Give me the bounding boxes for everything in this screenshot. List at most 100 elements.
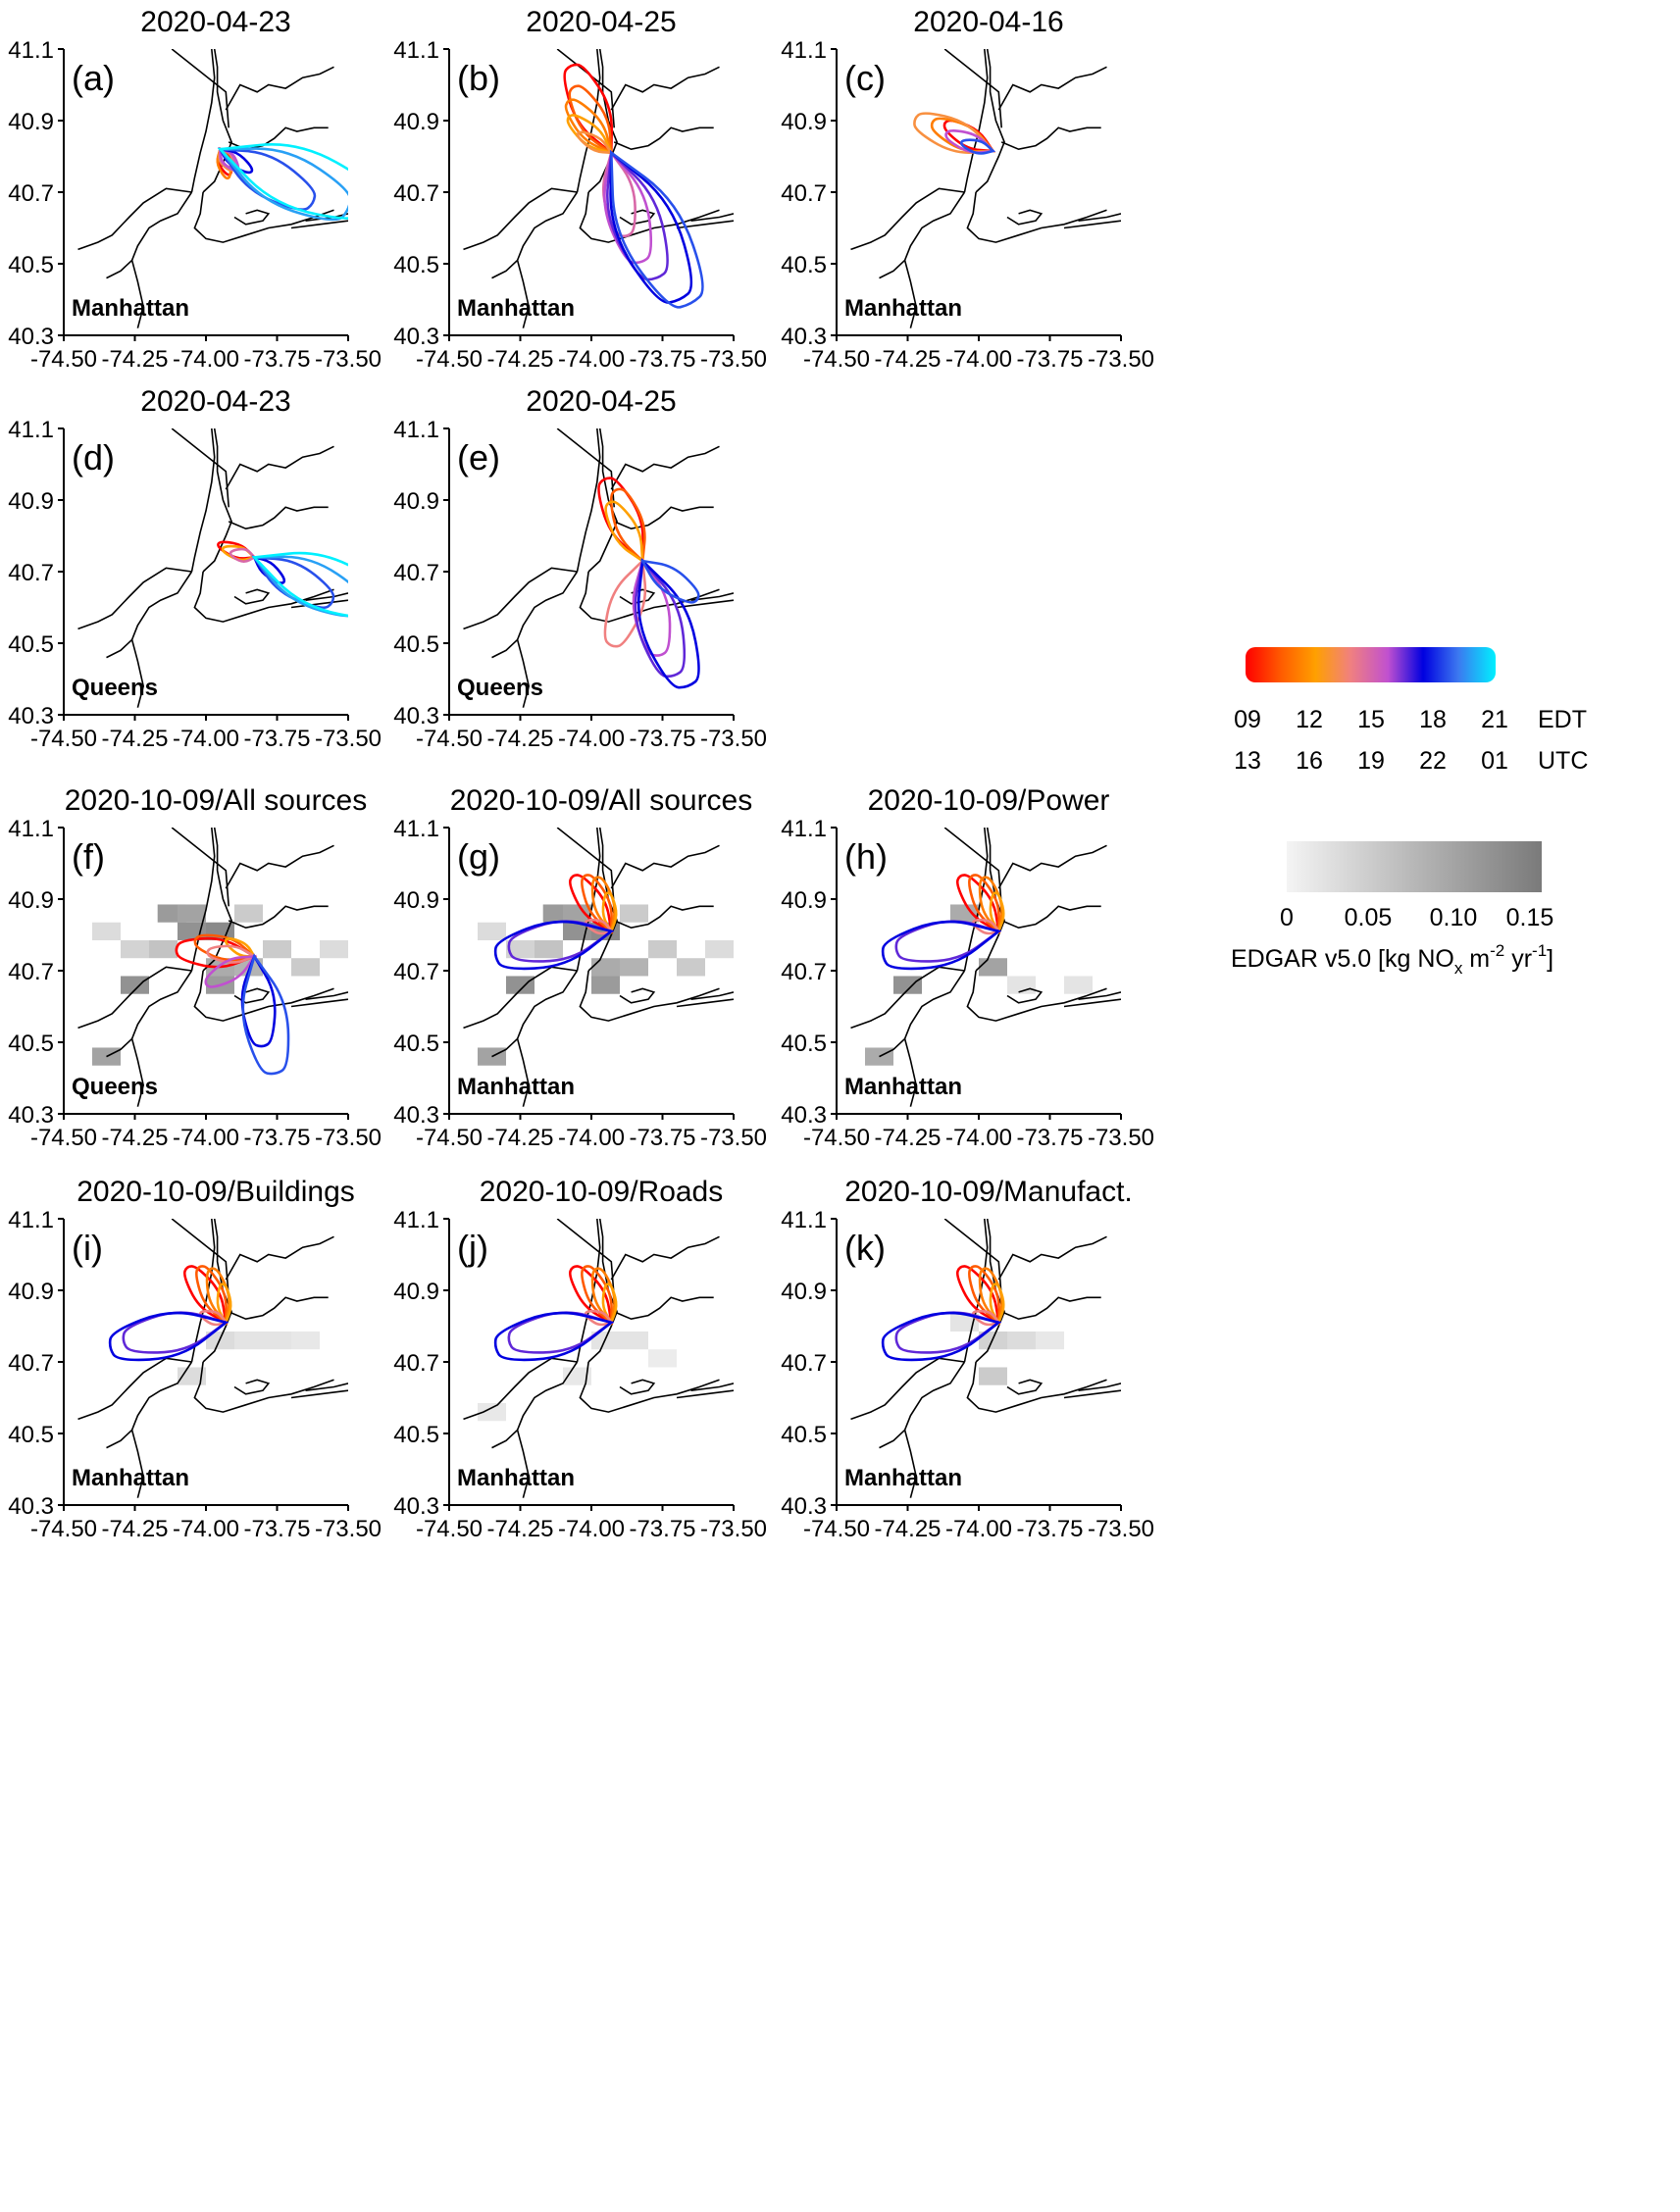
utc-label: UTC <box>1538 747 1588 775</box>
y-tick-label: 40.7 <box>8 959 54 985</box>
panel-letter: (f) <box>72 836 105 877</box>
coastline-segment <box>77 567 192 630</box>
coastline-segment <box>225 66 334 111</box>
x-tick-label: -73.50 <box>1088 1516 1154 1542</box>
emission-cell <box>121 976 149 994</box>
coastline-segment <box>943 828 1002 907</box>
y-tick-label: 40.7 <box>8 560 54 586</box>
y-tick-label: 40.5 <box>781 1031 827 1057</box>
footprint-lobe <box>193 933 258 962</box>
footprint-lobe <box>569 1265 613 1326</box>
footprint-lobes <box>881 1265 1005 1362</box>
footprint-lobes <box>493 874 618 971</box>
edt-tick-1: 12 <box>1296 706 1323 733</box>
coastline-segment <box>587 828 618 972</box>
coastline-segment <box>106 571 193 659</box>
coastline-segment <box>516 1430 531 1498</box>
x-tick-label: -74.25 <box>101 726 168 752</box>
coastline-segment <box>202 49 232 193</box>
coastline-segment <box>619 987 656 1004</box>
coastline-segment <box>106 1361 193 1449</box>
coastline-segment <box>619 209 656 226</box>
x-tick-label: -74.50 <box>30 1125 97 1151</box>
x-tick-label: -74.50 <box>30 346 97 373</box>
x-tick-label: -73.50 <box>700 1516 767 1542</box>
panels: 40.3 40.5 40.7 40.9 41.1 -74.50 -74.25 -74.00 -7… <box>8 6 1154 1542</box>
y-tick-label: 40.7 <box>781 180 827 207</box>
x-tick-label: -73.75 <box>629 1125 695 1151</box>
footprint-lobe <box>956 1265 1000 1326</box>
emission-label-sup2: -1 <box>1532 941 1547 960</box>
coastline-segment <box>233 1379 271 1395</box>
y-tick-label: 40.7 <box>393 180 439 207</box>
panel-letter: (i) <box>72 1228 103 1268</box>
coastline-segment <box>171 428 229 508</box>
emission-cell <box>620 958 648 977</box>
panel-j: 40.340.540.740.941.1-74.50 -74.25 -74.00 -7… <box>393 1176 767 1542</box>
coastline-segment <box>1000 1296 1101 1321</box>
y-tick-label: 41.1 <box>781 816 827 842</box>
coastline-segment <box>130 1430 145 1498</box>
coastline-segment <box>975 828 1005 972</box>
coastline-segment <box>576 49 601 193</box>
time-colorbar: 09 12 15 18 21 EDT 13 16 19 22 01 UTC <box>1234 647 1588 775</box>
y-tick-label: 40.7 <box>781 959 827 985</box>
footprint-lobe <box>229 547 257 563</box>
emission-cell <box>291 958 320 977</box>
x-tick-label: -74.50 <box>416 1125 483 1151</box>
site-name: Queens <box>72 1074 158 1100</box>
coastline-segment <box>690 1382 734 1391</box>
coastline-segment <box>1063 220 1121 229</box>
x-tick-label: -73.75 <box>1016 346 1083 373</box>
coastline-segment <box>77 966 192 1030</box>
emission-cell <box>234 1331 263 1350</box>
emission-colorbar: 0 0.05 0.10 0.15 EDGAR v5.0 [kg NOx m-2 … <box>1231 841 1553 978</box>
emission-cell <box>979 1367 1007 1385</box>
coastline-segment <box>305 991 348 1000</box>
y-tick-label: 40.9 <box>393 1279 439 1305</box>
plot-area <box>850 49 1121 328</box>
footprint-lobe <box>217 147 348 222</box>
coastline-segment <box>879 1361 966 1449</box>
panel-letter: (h) <box>844 836 888 877</box>
coastline-segment <box>225 445 334 490</box>
x-tick-label: -73.50 <box>315 726 382 752</box>
coastline-segment <box>77 1357 192 1421</box>
x-tick-label: -74.00 <box>173 1516 239 1542</box>
footprint-lobes <box>216 143 348 222</box>
plot-area <box>463 828 734 1107</box>
coastline-segment <box>106 191 193 279</box>
coastline-segment <box>690 592 734 601</box>
x-tick-label: -74.50 <box>416 346 483 373</box>
footprint-lobe <box>221 544 257 562</box>
y-tick-label: 41.1 <box>8 37 54 64</box>
footprint-lobes <box>108 1265 232 1362</box>
coastline-segment <box>202 1219 232 1363</box>
coastline-segment <box>690 213 734 222</box>
panel-a: 40.340.540.740.941.1-74.50 -74.25 -74.00 -7… <box>8 6 382 373</box>
y-tick-label: 41.1 <box>781 1207 827 1233</box>
panel-h: 40.340.540.740.941.1-74.50 -74.25 -74.00 -7… <box>781 784 1154 1151</box>
footprint-lobes <box>217 540 348 618</box>
y-tick-label: 40.3 <box>781 1102 827 1129</box>
coastline-segment <box>850 187 965 251</box>
coastline <box>463 428 734 708</box>
panel-title: 2020-04-23 <box>140 385 290 418</box>
y-tick-label: 40.5 <box>8 252 54 278</box>
y-tick-label: 40.5 <box>393 631 439 658</box>
y-tick-label: 40.9 <box>781 109 827 135</box>
footprint-lobe <box>241 953 290 1076</box>
x-tick-label: -74.50 <box>803 1125 870 1151</box>
coastline-segment <box>903 1038 918 1107</box>
coastline-segment <box>975 1219 1005 1363</box>
edt-label: EDT <box>1538 706 1587 733</box>
coastline-segment <box>556 1219 615 1298</box>
footprint-lobe <box>493 1311 615 1362</box>
panel-title: 2020-10-09/Power <box>868 784 1110 817</box>
footprint-lobe <box>956 874 1000 934</box>
coastline-segment <box>579 571 720 623</box>
y-tick-label: 41.1 <box>393 816 439 842</box>
coastline-segment <box>975 49 1005 193</box>
emission-cell <box>320 939 348 959</box>
